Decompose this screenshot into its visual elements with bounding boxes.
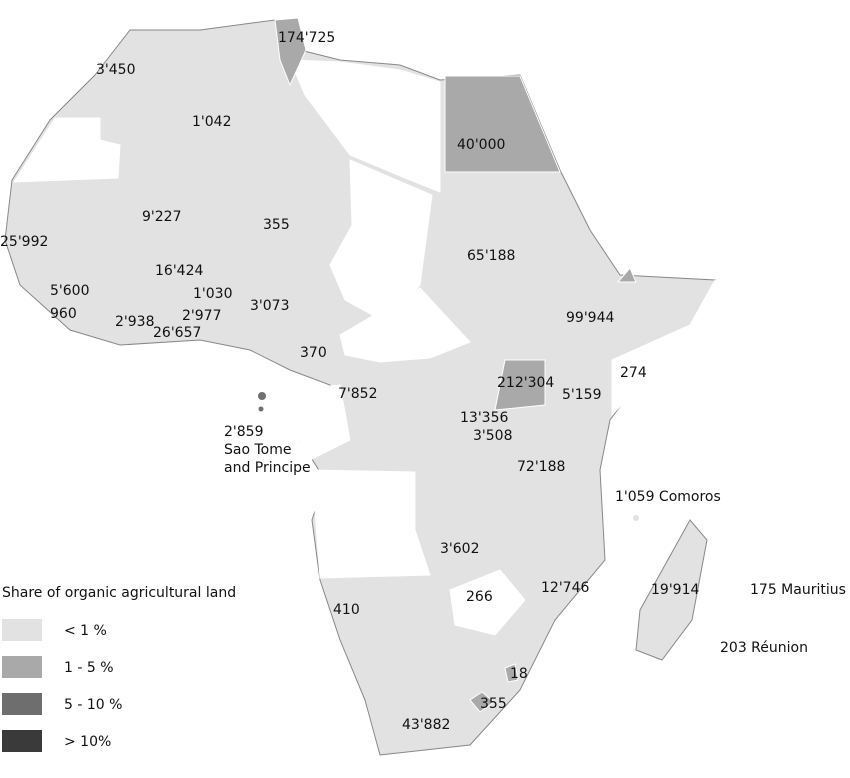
- somalia: [611, 279, 716, 417]
- legend-label: 1 - 5 %: [64, 660, 114, 676]
- gabon-congo: [289, 384, 351, 461]
- land: [4, 17, 716, 756]
- label: 2'977: [182, 308, 221, 324]
- label: 3'073: [250, 298, 289, 314]
- label: 274: [620, 365, 647, 381]
- label: 410: [333, 602, 360, 618]
- uganda: [494, 359, 546, 411]
- label: 19'914: [651, 582, 699, 598]
- label: 5'159: [562, 387, 601, 403]
- labels: 174'725 3'450 1'042 40'000 9'227 355 25'…: [0, 30, 846, 733]
- label: 65'188: [467, 248, 515, 264]
- legend: Share of organic agricultural land < 1 %…: [2, 585, 236, 752]
- label: and Principe: [224, 460, 311, 476]
- legend-label: 5 - 10 %: [64, 697, 122, 713]
- label: 266: [466, 589, 493, 605]
- sao-tome: [258, 392, 266, 400]
- label: 1'030: [193, 286, 232, 302]
- label: 9'227: [142, 209, 181, 225]
- label: 203 Réunion: [720, 640, 808, 656]
- label: 72'188: [517, 459, 565, 475]
- chad: [329, 159, 433, 323]
- label: 13'356: [460, 410, 508, 426]
- label: 174'725: [278, 30, 335, 46]
- label: 43'882: [402, 717, 450, 733]
- label: 355: [480, 696, 507, 712]
- label: 3'508: [473, 428, 512, 444]
- label: 3'450: [96, 62, 135, 78]
- legend-label: > 10%: [64, 734, 111, 750]
- label: 370: [300, 345, 327, 361]
- swaziland: [504, 663, 519, 683]
- label: 12'746: [541, 580, 589, 596]
- western-sahara: [13, 117, 121, 183]
- label: 175 Mauritius: [750, 582, 846, 598]
- label: 3'602: [440, 541, 479, 557]
- madagascar: [635, 519, 708, 661]
- label: 18: [510, 666, 528, 682]
- label: 5'600: [50, 283, 89, 299]
- angola: [311, 469, 431, 579]
- label: 2'859: [224, 424, 263, 440]
- label: 1'059 Comoros: [615, 489, 721, 505]
- zimbabwe: [449, 569, 526, 636]
- comoros: [633, 515, 639, 521]
- principe: [258, 406, 264, 412]
- label: 40'000: [457, 137, 505, 153]
- label: 212'304: [497, 375, 554, 391]
- legend-swatch: [2, 693, 42, 715]
- label: 960: [50, 306, 77, 322]
- car: [339, 287, 471, 363]
- legend-title: Share of organic agricultural land: [2, 585, 236, 601]
- label: 25'992: [0, 234, 48, 250]
- tunisia: [274, 17, 307, 87]
- label: 7'852: [338, 386, 377, 402]
- label: 99'944: [566, 310, 614, 326]
- label: Sao Tome: [224, 442, 291, 458]
- eritrea: [616, 267, 637, 283]
- legend-swatch: [2, 730, 42, 752]
- label: 16'424: [155, 263, 203, 279]
- label: 355: [263, 217, 290, 233]
- label: 1'042: [192, 114, 231, 130]
- libya: [289, 59, 441, 193]
- legend-swatch: [2, 656, 42, 678]
- legend-swatch: [2, 619, 42, 641]
- legend-label: < 1 %: [64, 623, 107, 639]
- egypt: [444, 75, 561, 173]
- lesotho: [469, 691, 495, 713]
- label: 2'938: [115, 314, 154, 330]
- label: 26'657: [153, 325, 201, 341]
- africa: [4, 19, 716, 756]
